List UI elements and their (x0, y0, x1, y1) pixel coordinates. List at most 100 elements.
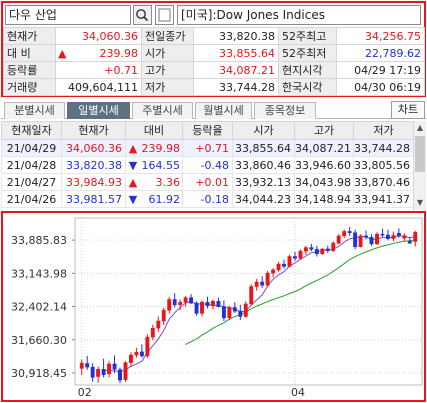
moving-average-short-line (103, 235, 416, 373)
candle (85, 363, 90, 368)
candle (358, 235, 363, 247)
column-header[interactable]: 고가 (294, 121, 354, 140)
quote-label: 전일종가 (141, 27, 194, 45)
candle (314, 249, 319, 255)
candle (183, 297, 188, 303)
row-open: 33,860.46 (232, 156, 295, 174)
x-tick-label: 02 (78, 386, 92, 399)
quote-value: 34,060.36 (55, 27, 142, 45)
quote-label: 52주최저 (278, 44, 337, 62)
quote-value-text: 04/30 06:19 (354, 80, 421, 94)
candle (342, 231, 347, 237)
column-header[interactable]: 현재일자 (1, 121, 62, 140)
table-row[interactable]: 21/04/29 34,060.36 ▲ 239.98 +0.71 33,855.64 34… (1, 139, 414, 157)
search-row: 다우 산업 [미국]:Dow Jones Indices (5, 5, 422, 26)
candle (325, 248, 330, 251)
chart-button[interactable]: 차트 (391, 101, 425, 119)
column-header[interactable]: 등락율 (182, 121, 233, 140)
tab-3[interactable]: 주별시세 (132, 102, 193, 119)
y-tick-label: 30,918.45 (11, 367, 67, 380)
candle (79, 362, 84, 369)
stock-name-input[interactable]: 다우 산업 (5, 5, 131, 25)
candle (178, 301, 183, 306)
row-open: 33,855.64 (232, 139, 295, 157)
table-row[interactable]: 21/04/28 33,820.38 ▼ 164.55 -0.48 33,860.46 33… (1, 156, 414, 174)
candle (364, 235, 369, 238)
row-price: 33,984.93 (61, 173, 126, 191)
quote-value: 04/30 06:19 (336, 78, 425, 96)
candle (413, 232, 418, 242)
quote-value: 409,604,111 (55, 78, 142, 96)
tab-5[interactable]: 종목정보 (254, 102, 316, 119)
candle (396, 232, 401, 237)
quote-value-text: 33,855.64 (219, 46, 275, 60)
y-tick-label: 31,660.30 (11, 334, 67, 347)
table-row[interactable]: 21/04/27 33,984.93 ▲ 3.36 +0.01 33,932.13 34,0… (1, 173, 414, 191)
row-low: 33,744.28 (353, 139, 414, 157)
quote-label: 현지시각 (278, 61, 337, 79)
table-scrollbar[interactable]: ▲ ▼ (413, 121, 426, 210)
tab-1[interactable]: 분별시세 (4, 102, 65, 119)
scroll-down-arrow-icon[interactable]: ▼ (416, 198, 424, 207)
candlestick-chart: 33,885.83 33,143.98 32,402.14 31,660.30 30,9… (11, 217, 423, 399)
row-change-value: 61.92 (148, 192, 181, 206)
quote-value: 34,087.21 (193, 61, 279, 79)
y-tick-label: 33,143.98 (11, 267, 67, 280)
candle (211, 301, 215, 307)
index-select-button[interactable] (155, 5, 174, 25)
scrollbar-thumb[interactable] (415, 136, 425, 172)
scroll-up-arrow-icon[interactable]: ▲ (416, 123, 424, 132)
column-header[interactable]: 저가 (353, 121, 414, 140)
column-header[interactable]: 현재가 (61, 121, 126, 140)
candle (101, 369, 106, 375)
row-rate: -0.48 (182, 156, 233, 174)
candle (107, 363, 112, 375)
row-change: ▼ 164.55 (125, 156, 183, 174)
search-button[interactable] (133, 5, 152, 25)
empty-box-icon (158, 8, 171, 22)
candle (254, 281, 259, 287)
magnifier-icon (136, 9, 149, 22)
quote-value: 34,256.75 (336, 27, 425, 45)
row-rate: -0.18 (182, 190, 233, 208)
quote-value-text: +0.71 (104, 63, 138, 77)
up-arrow-icon: ▲ (58, 46, 67, 60)
candle (249, 286, 254, 305)
candle (276, 263, 281, 271)
column-header[interactable]: 대비 (125, 121, 183, 140)
quote-value-text: 34,256.75 (365, 29, 421, 43)
candle (385, 234, 390, 239)
quote-label: 시가 (141, 44, 194, 62)
candle (293, 256, 297, 259)
quote-value: +0.71 (55, 61, 142, 79)
candle (90, 366, 95, 378)
quote-value-text: 22,789.62 (365, 46, 421, 60)
column-header[interactable]: 시가 (232, 121, 295, 140)
row-low: 33,870.46 (353, 173, 414, 191)
candle (150, 327, 155, 338)
candle (172, 299, 177, 306)
moving-average-long-line (185, 239, 416, 346)
quote-row: 등락률 +0.71 고가 34,087.21 현지시각 04/29 17:19 (3, 61, 425, 79)
row-open: 33,932.13 (232, 173, 295, 191)
down-arrow-icon: ▼ (128, 192, 138, 206)
quote-value-text: 34,060.36 (82, 29, 138, 43)
quote-row: 거래량 409,604,111 저가 33,744.28 한국시각 04/30 06:19 (3, 78, 425, 96)
index-name-field[interactable]: [미국]:Dow Jones Indices (177, 5, 421, 25)
quote-value-text: 34,087.21 (219, 63, 275, 77)
tab-2[interactable]: 일별시세 (67, 102, 130, 119)
candle (123, 362, 128, 380)
quote-value: 04/29 17:19 (336, 61, 425, 79)
candle (139, 351, 144, 357)
candle (205, 301, 210, 307)
row-price: 33,820.38 (61, 156, 126, 174)
quote-value-text: 409,604,111 (68, 80, 138, 94)
row-high: 33,946.60 (294, 156, 354, 174)
candle (260, 281, 265, 286)
table-row[interactable]: 21/04/26 33,981.57 ▼ 61.92 -0.18 34,044.23 34,… (1, 190, 414, 208)
row-low: 33,941.37 (353, 190, 414, 208)
quote-label: 52주최고 (278, 27, 337, 45)
tab-4[interactable]: 월별시세 (195, 102, 252, 119)
candle (353, 232, 358, 247)
candle (391, 235, 396, 239)
